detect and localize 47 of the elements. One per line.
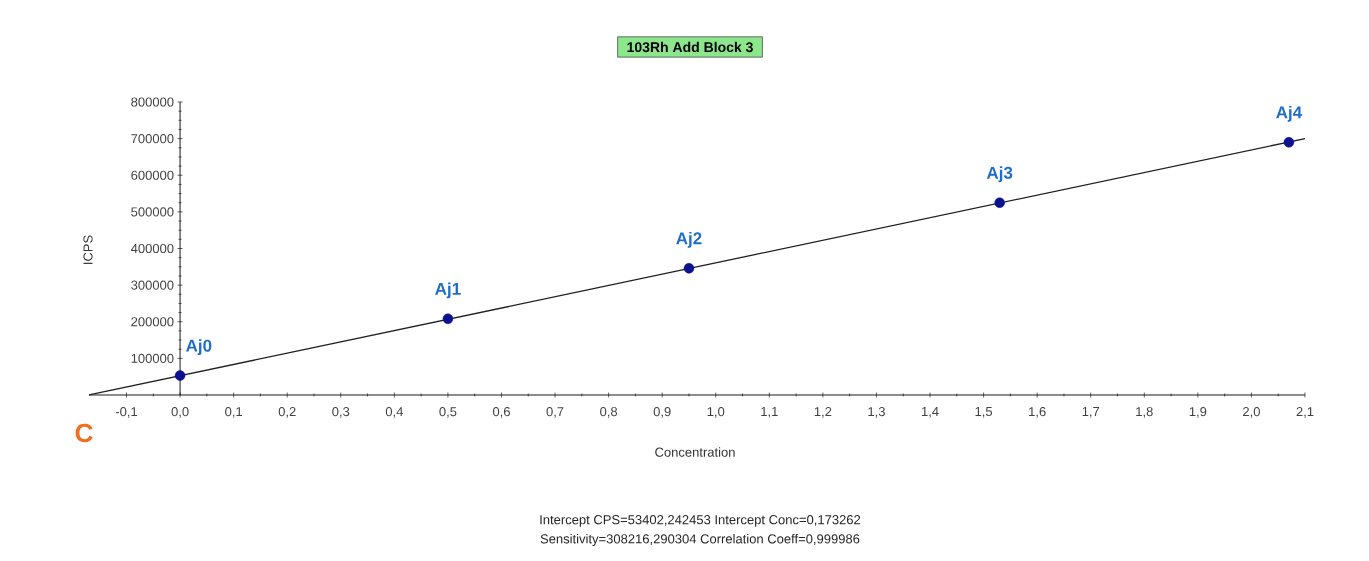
x-tick-label: 1,6: [1029, 407, 1046, 418]
point: [994, 197, 1005, 208]
annotation: Aj1: [435, 282, 461, 299]
y-tick-label: 400000: [130, 243, 174, 254]
point: [442, 313, 454, 325]
x-tick-label: 2,1: [1296, 407, 1314, 418]
x-tick-label: 2,0: [1243, 407, 1260, 418]
x-tick-label: 0,3: [332, 407, 350, 418]
x-tick-label: 1,1: [761, 407, 778, 418]
y-tick-label: 500000: [131, 207, 174, 217]
point: [174, 370, 186, 381]
x-tick-label: 0,7: [546, 407, 564, 418]
x-tick-label: 1,7: [1082, 407, 1100, 418]
y-tick-label: 600000: [131, 170, 174, 180]
annotation: Aj4: [1276, 105, 1303, 122]
text: Sensitivity=308216,290304 Correlation Coeff=0,999986: [540, 533, 860, 547]
x-tick-label: 0,8: [600, 407, 618, 418]
x-tick-label: 0,1: [225, 407, 243, 418]
x-tick-label: 1,5: [975, 407, 993, 418]
x-tick-label: 1,4: [921, 407, 939, 418]
text: Intercept CPS=53402,242453 Intercept Conc=0,173262: [540, 515, 861, 527]
x-axis-title: Concentration: [655, 447, 735, 457]
annotation: Aj2: [676, 231, 702, 248]
annotation: Aj0: [186, 339, 212, 356]
y-axis-title: ICPS: [83, 235, 93, 264]
x-tick-label: 0,2: [278, 407, 296, 418]
y-tick-label: 700000: [131, 134, 174, 144]
text: C: [75, 423, 93, 443]
x-tick-label: -0,1: [115, 407, 138, 418]
x-tick-label: 1,2: [814, 407, 832, 418]
point: [1283, 137, 1295, 148]
x-tick-label: 1,0: [707, 407, 725, 418]
point: [683, 263, 695, 274]
y-tick-label: 200000: [131, 317, 174, 327]
x-tick-label: 1,9: [1189, 407, 1207, 418]
x-tick-label: 0,5: [439, 407, 457, 418]
x-tick-label: 0,4: [385, 407, 403, 418]
y-tick-label: 300000: [131, 280, 174, 290]
y-tick-label: 800000: [131, 97, 174, 107]
x-tick-label: 1,8: [1136, 407, 1153, 418]
chart-title: 103Rh Add Block 3: [627, 41, 753, 53]
x-tick-label: 1,3: [868, 407, 885, 418]
y-tick-label: 100000: [131, 353, 174, 363]
annotation: Aj3: [986, 166, 1013, 183]
x-tick-label: 0,0: [171, 407, 189, 418]
x-tick-label: 0,9: [653, 407, 671, 418]
x-tick-label: 0,6: [492, 407, 510, 418]
